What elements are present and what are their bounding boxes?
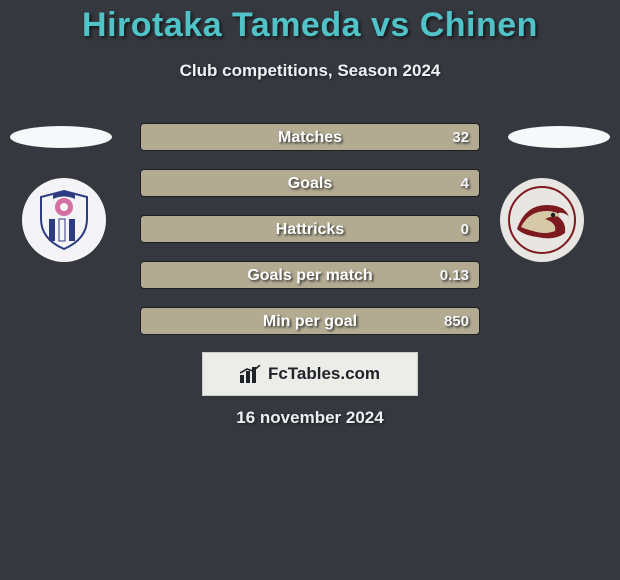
stat-label: Min per goal xyxy=(141,308,479,334)
stat-row: Goals per match 0.13 xyxy=(0,261,620,289)
page-title: Hirotaka Tameda vs Chinen xyxy=(0,6,620,45)
stat-label: Matches xyxy=(141,124,479,150)
stat-label: Hattricks xyxy=(141,216,479,242)
stat-value: 32 xyxy=(452,124,469,150)
stat-row: Matches 32 xyxy=(0,123,620,151)
watermark-box[interactable]: FcTables.com xyxy=(202,352,418,396)
stat-bar-goals: Goals 4 xyxy=(140,169,480,197)
stat-value: 4 xyxy=(461,170,469,196)
date-text: 16 november 2024 xyxy=(0,408,620,428)
comparison-card: Hirotaka Tameda vs Chinen Club competiti… xyxy=(0,0,620,335)
watermark-label: FcTables.com xyxy=(268,364,380,384)
stat-bar-matches: Matches 32 xyxy=(140,123,480,151)
stat-bars: Matches 32 Goals 4 Hattricks 0 Goals per… xyxy=(0,123,620,335)
stat-row: Min per goal 850 xyxy=(0,307,620,335)
bar-chart-icon xyxy=(240,365,262,383)
stat-bar-hattricks: Hattricks 0 xyxy=(140,215,480,243)
stat-row: Hattricks 0 xyxy=(0,215,620,243)
stat-value: 0.13 xyxy=(440,262,469,288)
page-subtitle: Club competitions, Season 2024 xyxy=(0,61,620,81)
stat-value: 0 xyxy=(461,216,469,242)
stat-bar-gpm: Goals per match 0.13 xyxy=(140,261,480,289)
stat-label: Goals per match xyxy=(141,262,479,288)
stat-value: 850 xyxy=(444,308,469,334)
stat-bar-mpg: Min per goal 850 xyxy=(140,307,480,335)
stat-row: Goals 4 xyxy=(0,169,620,197)
stat-label: Goals xyxy=(141,170,479,196)
